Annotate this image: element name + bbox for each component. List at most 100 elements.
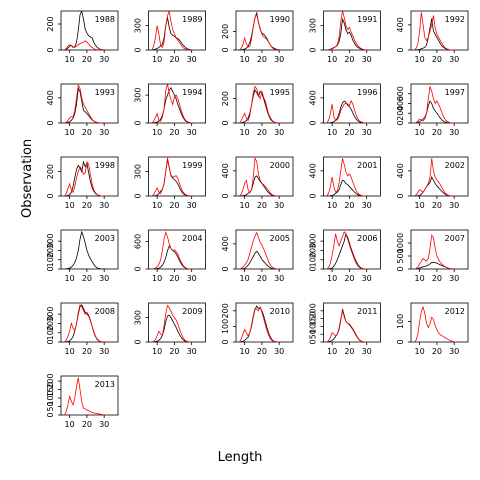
x-tick-label: 10 [415,347,425,356]
panel-1988: 10 20 30 0 200 1988 [46,10,119,64]
panel-year-label: 2002 [445,161,465,170]
x-tick-label: 30 [449,55,459,64]
y-tick-label: 400 [309,163,318,178]
series-line-red [151,11,196,50]
panel-frame [410,156,469,197]
x-tick-label: 30 [187,55,197,64]
x-tick-label: 30 [274,55,284,64]
y-tick-label: 0 [46,412,55,417]
x-tick-label: 30 [274,347,284,356]
series-line-black [414,100,458,123]
y-tick-label: 200 [46,164,55,179]
y-tick-label: 300 [134,18,143,33]
x-tick-label: 30 [187,201,197,210]
panel-year-label: 1996 [357,88,377,97]
series-line-red [239,231,283,269]
x-tick-label: 20 [257,201,267,210]
y-tick-label: 0 [134,266,143,271]
series-line-red [151,157,196,196]
panel-frame [60,229,119,270]
panel-year-label: 1992 [445,15,465,24]
panel-frame [235,229,294,270]
series-line-red [151,304,196,342]
y-tick-label: 0 [221,339,230,344]
y-tick-label: 0 [221,120,230,125]
panel-frame [235,10,294,51]
x-tick-label: 20 [344,347,354,356]
series-line-red [64,304,108,342]
series-line-black [414,176,458,196]
panel-frame [410,302,469,343]
series-line-red [326,158,371,196]
panel-year-label: 1995 [270,88,290,97]
panel-year-label: 1998 [95,161,115,170]
x-tick-label: 30 [362,274,372,283]
x-tick-label: 30 [99,420,109,429]
x-tick-label: 20 [82,274,92,283]
y-tick-label: 50 [309,329,318,339]
x-tick-label: 30 [187,274,197,283]
x-tick-label: 10 [240,347,250,356]
y-tick-label: 200 [221,91,230,106]
x-tick-label: 20 [432,347,442,356]
x-tick-label: 30 [187,128,197,137]
y-tick-label: 300 [134,88,143,103]
y-tick-label: 400 [46,90,55,105]
x-tick-label: 30 [274,201,284,210]
y-tick-label: 0 [396,47,405,52]
x-tick-label: 10 [65,55,75,64]
x-tick-label: 10 [327,128,337,137]
panel-frame [60,156,119,197]
series-line-red [414,12,458,50]
x-tick-label: 10 [327,274,337,283]
x-tick-label: 30 [274,128,284,137]
x-tick-label: 20 [257,128,267,137]
panel-year-label: 1997 [445,88,465,97]
y-tick-label: 100 [46,252,55,267]
x-tick-label: 10 [240,201,250,210]
panel-year-label: 2001 [357,161,377,170]
series-line-black [64,230,108,269]
y-tick-label: 400 [221,236,230,251]
panel-frame [60,83,119,124]
y-tick-label: 300 [46,307,55,322]
panel-frame [235,83,294,124]
y-tick-label: 200 [46,316,55,331]
panel-year-label: 2006 [357,234,377,243]
series-line-red [239,157,283,196]
y-tick-label: 500 [396,248,405,263]
x-tick-label: 20 [344,55,354,64]
panel-year-label: 2009 [182,307,202,316]
x-tick-label: 30 [99,201,109,210]
panel-year-label: 2007 [445,234,465,243]
x-tick-label: 10 [415,128,425,137]
panel-frame [323,10,381,51]
x-tick-label: 30 [449,274,459,283]
panel-year-label: 1993 [95,88,115,97]
panel-year-label: 2010 [270,307,290,316]
x-tick-label: 20 [82,201,92,210]
panel-frame [60,302,119,343]
x-tick-label: 10 [152,201,162,210]
series-line-red [326,310,371,342]
y-tick-label: 400 [309,90,318,105]
y-tick-label: 100 [46,390,55,405]
panel-1996: 10 20 30 0 400 1996 [309,83,381,137]
panel-2005: 10 20 30 0 400 2005 [221,229,294,283]
x-tick-label: 10 [415,55,425,64]
y-axis-title: Observation [20,138,35,218]
series-line-red [151,230,196,269]
y-tick-label: 0 [134,339,143,344]
y-tick-label: 0 [46,193,55,198]
x-tick-label: 20 [82,347,92,356]
x-tick-label: 20 [432,128,442,137]
x-tick-label: 10 [327,347,337,356]
y-tick-label: 0 [221,193,230,198]
panel-frame [235,156,294,197]
panel-year-label: 2003 [95,234,115,243]
